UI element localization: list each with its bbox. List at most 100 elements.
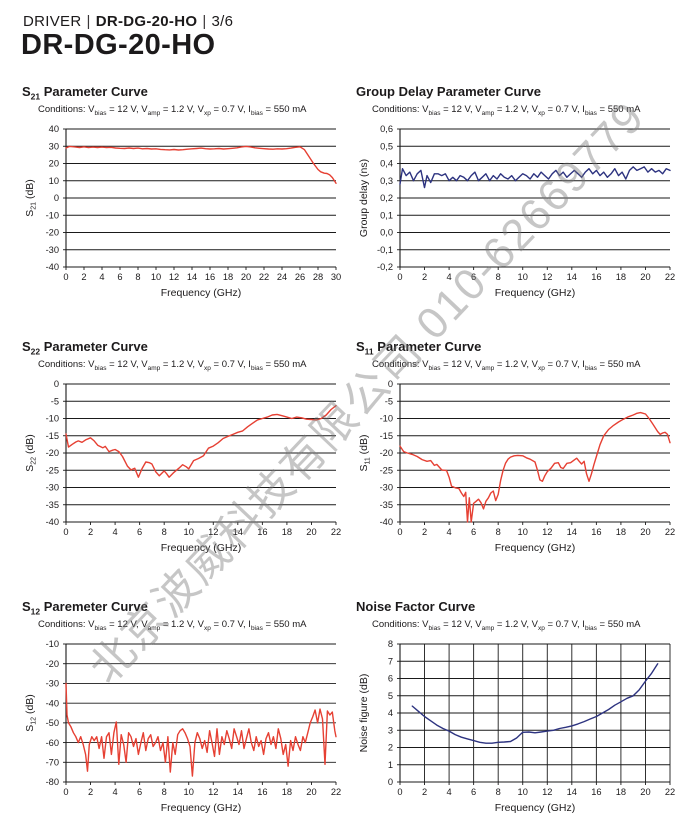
y-tick-label: 20 [49,159,59,169]
y-axis-title: S21 (dB) [24,180,38,218]
chart-title: S22 Parameter Curve [22,339,148,357]
x-tick-label: 2 [422,527,427,537]
x-tick-label: 10 [518,787,528,797]
x-tick-label: 4 [99,272,104,282]
x-tick-label: 0 [63,527,68,537]
chart-conditions: Conditions: Vbias = 12 V, Vamp = 1.2 V, … [372,618,641,632]
y-tick-label: 5 [388,691,393,701]
chart-title: S21 Parameter Curve [22,84,148,102]
y-tick-label: -20 [380,449,393,459]
x-tick-label: 10 [518,272,528,282]
x-tick-label: 2 [88,787,93,797]
data-curve [65,683,337,778]
x-axis-title: Frequency (GHz) [495,542,576,554]
y-tick-label: -10 [380,414,393,424]
data-curve [411,663,659,745]
x-tick-label: 2 [422,272,427,282]
y-tick-label: -40 [46,699,59,709]
y-axis-title: Group delay (ns) [358,159,370,237]
y-tick-label: -30 [46,679,59,689]
x-tick-label: 4 [113,527,118,537]
x-tick-label: 6 [117,272,122,282]
chart-card-group-delay: Group Delay Parameter Curve Conditions: … [356,84,678,301]
x-tick-label: 8 [162,527,167,537]
x-tick-label: 0 [63,787,68,797]
y-tick-label: 0,6 [380,125,393,135]
y-tick-label: -50 [46,719,59,729]
x-tick-label: 14 [233,787,243,797]
y-tick-label: -35 [380,500,393,510]
x-tick-label: 16 [257,527,267,537]
x-tick-label: 0 [63,272,68,282]
y-tick-label: -5 [51,397,59,407]
x-tick-label: 12 [208,787,218,797]
chart-card-s11: S11 Parameter Curve Conditions: Vbias = … [356,339,678,556]
chart-plot-s12: -10 -20 -30 -40 -50 -60 -70 -80 0 2 4 6 8 10 12 14 16 18 2… [24,640,341,815]
chart-plot-s22: 0 -5 -10 -15 -20 -25 -30 -35 -40 0 2 4 6 8 10 12 14 16 18 2… [24,380,341,555]
breadcrumb-separator: | [86,13,91,30]
x-tick-label: 0 [397,272,402,282]
x-tick-label: 14 [567,272,577,282]
y-tick-label: 3 [388,726,393,736]
x-tick-label: 6 [471,787,476,797]
x-tick-label: 20 [640,272,650,282]
y-tick-label: -0,1 [377,245,393,255]
y-tick-label: 0 [388,380,393,390]
y-tick-label: 0,5 [380,142,393,152]
x-tick-label: 4 [447,787,452,797]
x-tick-label: 12 [542,787,552,797]
x-tick-label: 14 [567,787,577,797]
y-tick-label: -20 [46,659,59,669]
x-tick-label: 22 [665,527,675,537]
x-tick-label: 10 [518,527,528,537]
y-tick-label: -35 [46,500,59,510]
x-tick-label: 20 [640,527,650,537]
data-curve [399,412,671,524]
x-tick-label: 16 [205,272,215,282]
x-tick-label: 8 [496,787,501,797]
chart-card-noise-factor: Noise Factor Curve Conditions: Vbias = 1… [356,599,678,816]
y-tick-label: 6 [388,674,393,684]
y-tick-label: -10 [46,211,59,221]
x-tick-label: 6 [137,787,142,797]
y-tick-label: -20 [46,228,59,238]
x-tick-label: 6 [471,272,476,282]
x-tick-label: 22 [665,787,675,797]
y-tick-label: -0,2 [377,263,393,273]
y-tick-label: -25 [46,466,59,476]
x-tick-label: 22 [331,787,341,797]
x-tick-label: 30 [331,272,341,282]
x-tick-label: 24 [277,272,287,282]
chart-card-s12: S12 Paremeter Curve Conditions: Vbias = … [22,599,344,816]
y-tick-label: -40 [380,518,393,528]
x-tick-label: 16 [591,272,601,282]
x-tick-label: 20 [640,787,650,797]
y-tick-label: 8 [388,640,393,650]
y-tick-label: -10 [46,414,59,424]
x-tick-label: 26 [295,272,305,282]
x-tick-label: 0 [397,527,402,537]
x-tick-label: 8 [496,272,501,282]
x-tick-label: 22 [665,272,675,282]
x-tick-label: 6 [471,527,476,537]
x-tick-label: 18 [282,787,292,797]
x-tick-label: 18 [616,272,626,282]
chart-plot-s11: 0 -5 -10 -15 -20 -25 -30 -35 -40 0 2 4 6 8 10 12 14 16 18 2… [358,380,675,555]
x-tick-label: 14 [233,527,243,537]
x-tick-label: 16 [257,787,267,797]
y-tick-label: 40 [49,125,59,135]
x-tick-label: 18 [282,527,292,537]
y-tick-label: 1 [388,760,393,770]
y-tick-label: -25 [380,466,393,476]
y-tick-label: 2 [388,743,393,753]
x-tick-label: 8 [162,787,167,797]
breadcrumb-brand: DRIVER [23,13,82,30]
x-tick-label: 12 [542,272,552,282]
breadcrumb-separator: | [202,13,207,30]
y-tick-label: -30 [380,483,393,493]
chart-title: S11 Parameter Curve [356,339,482,357]
y-tick-label: 7 [388,657,393,667]
y-tick-label: -15 [46,431,59,441]
x-tick-label: 0 [397,787,402,797]
